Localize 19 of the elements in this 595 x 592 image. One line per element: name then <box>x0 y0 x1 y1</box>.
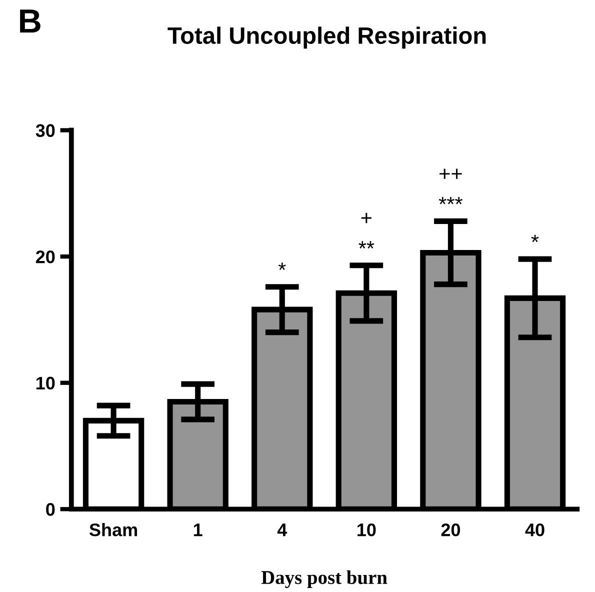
y-tick-label: 30 <box>36 124 55 137</box>
chart-title: Total Uncoupled Respiration <box>168 26 486 49</box>
annotation: ++ <box>440 168 462 179</box>
x-tick-label: 4 <box>277 524 288 536</box>
x-tick-label: 1 <box>194 524 202 536</box>
y-tick-label: 10 <box>36 376 55 390</box>
y-tick-label: 20 <box>36 250 55 264</box>
text: B <box>20 10 40 33</box>
y-tick-label: 0 <box>46 503 55 516</box>
annotation: * <box>531 234 539 242</box>
annotation: ** <box>358 241 374 248</box>
x-tick-label: 10 <box>358 523 376 536</box>
annotation: *** <box>438 196 463 204</box>
annotation: + <box>361 212 372 224</box>
x-axis-title: Days post burn <box>261 570 388 588</box>
annotation: * <box>278 262 286 270</box>
x-tick-label: 40 <box>525 523 544 536</box>
x-tick-label: Sham <box>89 523 138 536</box>
x-tick-label: 20 <box>441 523 460 536</box>
